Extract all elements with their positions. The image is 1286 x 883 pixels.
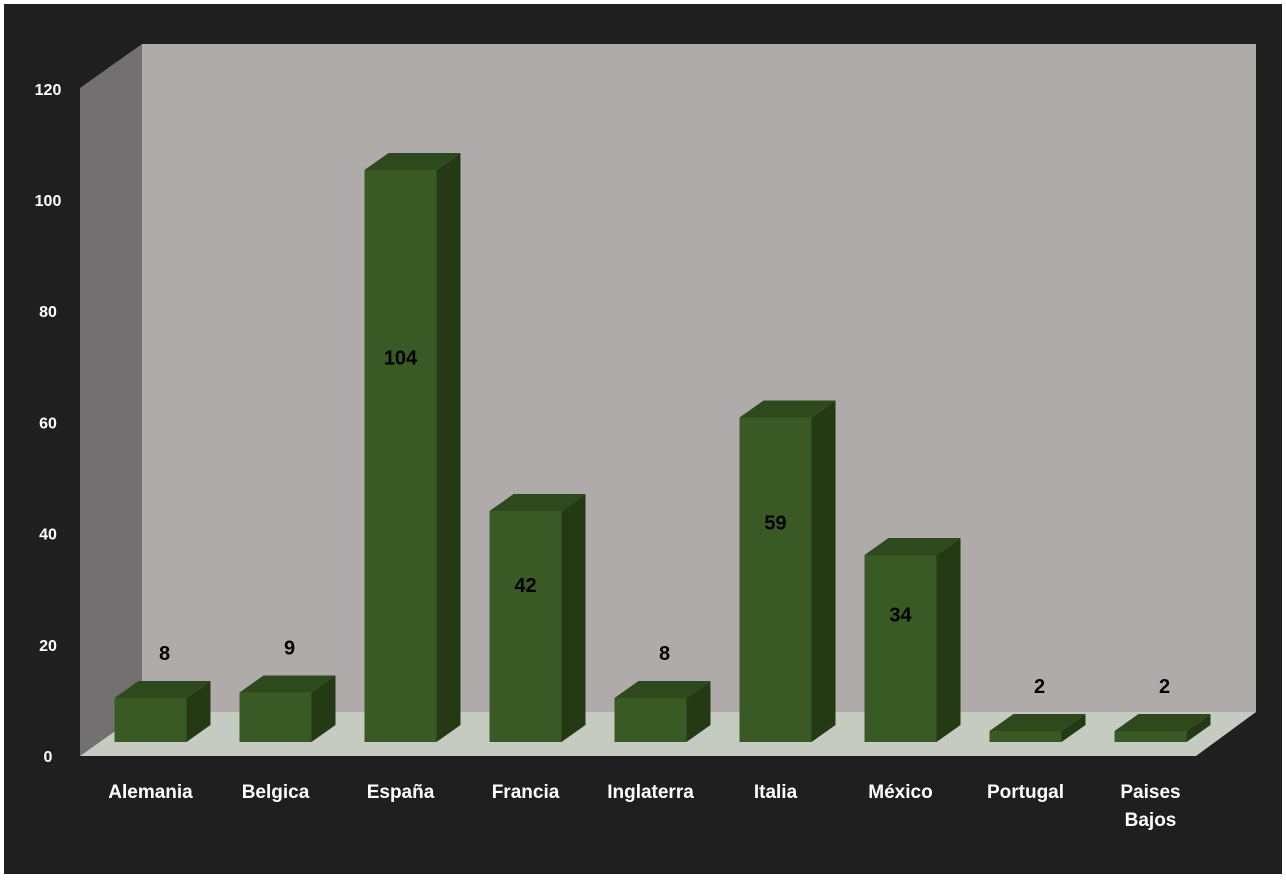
bar-portugal (989, 714, 1086, 742)
data-label: 8 (659, 643, 670, 665)
x-tick-label: Portugal (987, 782, 1064, 803)
x-tick-label: México (868, 782, 932, 803)
data-label: 8 (159, 643, 170, 665)
bar-méxico (864, 538, 961, 742)
data-label: 34 (889, 604, 912, 626)
bar-front-face (989, 731, 1062, 742)
bar-side-face (1186, 714, 1211, 742)
x-tick-label: Inglaterra (607, 782, 694, 803)
bar-españa (364, 153, 461, 742)
bar-front-face (114, 698, 187, 742)
x-tick-label: Alemania (108, 782, 193, 803)
x-tick-label: Francia (492, 782, 560, 803)
bar-alemania (114, 681, 211, 742)
bar-front-face (239, 692, 312, 742)
bar-side-face (811, 400, 836, 742)
x-tick-label: Belgica (242, 782, 310, 803)
y-axis-ticks: 0 20 40 60 80 100 120 (35, 82, 62, 766)
data-label: 2 (1159, 676, 1170, 698)
data-label: 9 (284, 638, 295, 660)
bar-top-face (739, 400, 836, 418)
bar-side-face (686, 681, 711, 742)
bars (114, 153, 1211, 742)
y-tick-label: 80 (39, 304, 57, 321)
bar-top-face (989, 714, 1086, 731)
bar-front-face (614, 698, 687, 742)
bar-top-face (364, 153, 461, 170)
y-tick-label: 0 (44, 749, 53, 766)
data-label: 2 (1034, 676, 1045, 698)
bar-italia (739, 400, 836, 742)
bar-top-face (1114, 714, 1211, 731)
bar-side-face (436, 153, 461, 742)
bar-front-face (864, 555, 937, 742)
back-wall (142, 44, 1256, 712)
x-tick-label: Italia (754, 782, 798, 803)
data-labels: 8 9 104 42 8 59 34 2 2 (159, 348, 1170, 698)
bar-front-face (364, 170, 437, 742)
bar-front-face (489, 511, 562, 742)
bar-top-face (864, 538, 961, 555)
bar-paises-bajos (1114, 714, 1211, 742)
bar-side-face (936, 538, 961, 742)
side-wall (80, 44, 142, 756)
bar-top-face (614, 681, 711, 698)
bar-front-face (1114, 731, 1187, 742)
x-axis-labels: Alemania Belgica España Francia Inglaterra It… (108, 782, 1180, 831)
bar-top-face (489, 494, 586, 511)
y-tick-label: 120 (35, 82, 62, 99)
bar-francia (489, 494, 586, 742)
x-tick-label: España (367, 782, 435, 803)
y-tick-label: 40 (39, 527, 57, 544)
x-tick-label: Paises Bajos (1120, 782, 1180, 831)
data-label: 59 (764, 513, 786, 535)
bar-belgica (239, 675, 336, 742)
bar-top-face (114, 681, 211, 698)
bar-side-face (1061, 714, 1086, 742)
y-tick-label: 60 (39, 415, 57, 432)
bar-side-face (561, 494, 586, 742)
bar-top-face (239, 675, 336, 693)
bar-inglaterra (614, 681, 711, 742)
data-label: 42 (514, 575, 536, 597)
bar-front-face (739, 417, 812, 742)
data-label: 104 (384, 348, 418, 370)
y-tick-label: 100 (35, 193, 62, 210)
bar-side-face (311, 675, 336, 742)
y-tick-label: 20 (39, 638, 57, 655)
bar-side-face (186, 681, 211, 742)
